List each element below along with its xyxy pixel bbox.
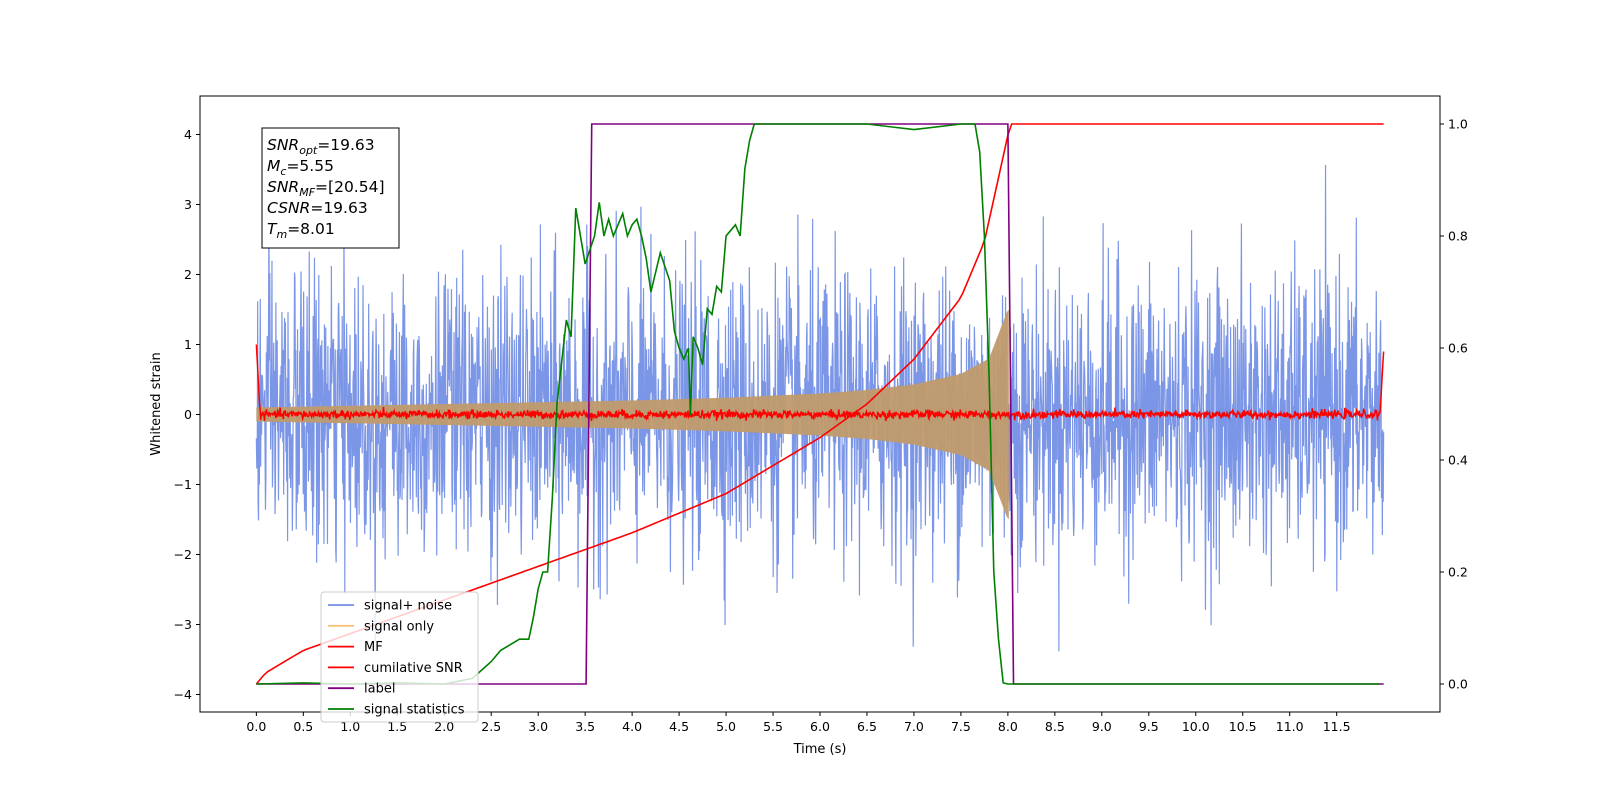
y-left-tick-label: −3 [174,617,192,632]
x-tick-label: 8.0 [998,719,1018,734]
annotation-value: =19.63 [310,199,367,217]
y-right-tick-label: 0.2 [1448,565,1468,580]
annotation-symbol: SNR [267,178,299,196]
x-tick-label: 3.5 [575,719,595,734]
x-tick-label: 2.5 [481,719,501,734]
annotation-line: Tm=8.01 [267,220,335,241]
annotation-line: SNRopt=19.63 [267,136,375,157]
x-axis-label: Time (s) [793,742,847,757]
y-right-tick-label: 0.8 [1448,229,1468,244]
x-tick-label: 4.5 [669,719,689,734]
annotation-symbol: T [267,220,278,238]
x-tick-label: 2.0 [434,719,454,734]
annotation-value: =[20.54] [315,178,384,196]
y-right-tick-label: 0.6 [1448,341,1468,356]
annotation-symbol: M [267,157,280,175]
y-axis-label: Whitened strain [149,352,164,455]
y-left-tick-label: 4 [184,127,192,142]
x-tick-label: 4.0 [622,719,642,734]
y-axis-left: 4 3 2 1 0 −1 −2 −3 −4 [174,127,200,702]
x-tick-label: 11.0 [1276,719,1304,734]
x-axis: 0.0 0.5 1.0 1.5 2.0 2.5 3.0 3.5 4.0 4.5 5.0 5.5 6.0 6… [246,712,1351,734]
x-tick-label: 6.0 [810,719,830,734]
x-tick-label: 10.5 [1229,719,1257,734]
annotation-symbol: SNR [267,136,299,154]
y-left-tick-label: 3 [184,197,192,212]
annotation-subscript: m [276,228,287,241]
annotation-value: =8.01 [287,220,335,238]
y-right-tick-label: 1.0 [1448,117,1468,132]
annotation-frame [261,127,400,249]
x-tick-label: 11.5 [1323,719,1351,734]
series-signal-statistics [256,123,1379,685]
x-tick-label: 5.5 [763,719,783,734]
annotation-subscript: c [280,165,286,178]
y-right-tick-label: 0.0 [1448,677,1468,692]
annotation-line: CSNR=19.63 [267,199,368,217]
legend-entry: label [364,682,395,697]
x-tick-label: 0.0 [246,719,266,734]
x-tick-label: 3.0 [528,719,548,734]
x-tick-label: 9.0 [1092,719,1112,734]
annotation-line: SNRMF=[20.54] [267,178,385,199]
legend-frame [320,591,479,723]
legend-entry: MF [364,640,383,655]
legend-entry: signal only [364,619,434,634]
x-tick-label: 1.5 [387,719,407,734]
x-tick-label: 9.5 [1139,719,1159,734]
y-left-tick-label: 1 [184,337,192,352]
x-tick-label: 1.0 [340,719,360,734]
x-tick-label: 6.5 [857,719,877,734]
legend-entry: cumilative SNR [364,661,463,676]
legend-entry: signal statistics [364,703,465,718]
x-tick-label: 7.0 [904,719,924,734]
y-left-tick-label: −1 [174,477,192,492]
annotation-subscript: MF [299,186,315,199]
series-signal-noise [255,165,1385,652]
x-tick-label: 0.5 [293,719,313,734]
y-left-tick-label: 0 [184,407,192,422]
x-tick-label: 7.5 [951,719,971,734]
annotation-value: =5.55 [286,157,334,175]
y-axis-right: 1.0 0.8 0.6 0.4 0.2 0.0 [1440,117,1468,692]
y-left-tick-label: 2 [184,267,192,282]
annotation-line: Mc=5.55 [267,157,334,178]
y-left-tick-label: −2 [174,547,192,562]
legend-entry: signal+ noise [364,599,452,614]
annotation-subscript: opt [299,144,318,157]
series-mf [255,344,1385,422]
x-tick-label: 5.0 [716,719,736,734]
y-left-tick-label: −4 [174,687,192,702]
legend: signal+ noise signal only MF cumilative SNR… [320,591,479,723]
annotation-value: =19.63 [317,136,374,154]
x-tick-label: 8.5 [1045,719,1065,734]
stats-annotation-box: SNRopt=19.63Mc=5.55SNRMF=[20.54]CSNR=19.… [261,127,400,249]
y-right-tick-label: 0.4 [1448,453,1468,468]
x-tick-label: 10.0 [1182,719,1210,734]
annotation-symbol: CSNR [267,199,310,217]
